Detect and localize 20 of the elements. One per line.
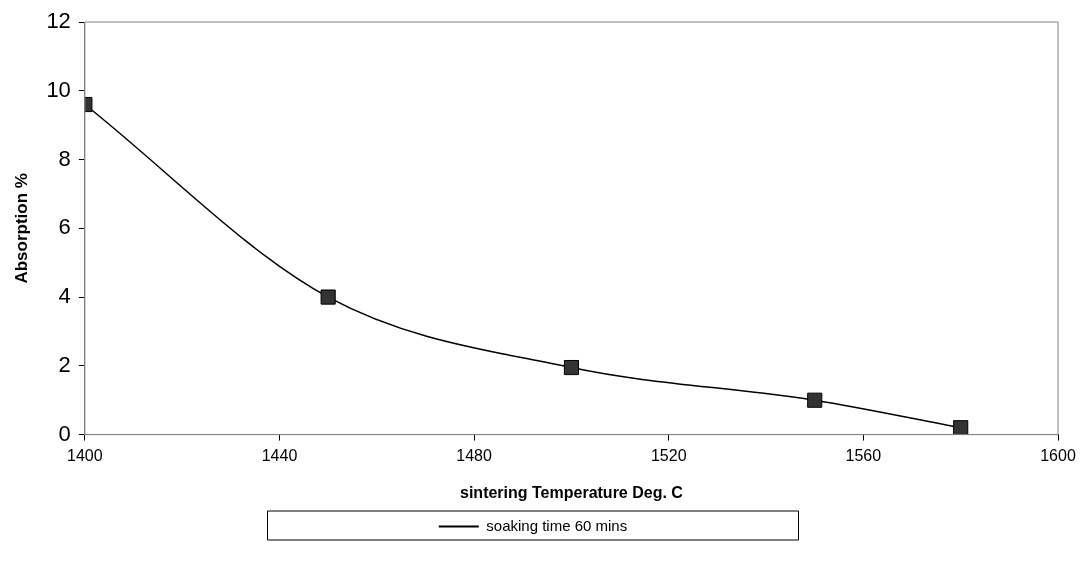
x-tick-label: 1600 — [1040, 446, 1076, 464]
x-tick-label: 1400 — [67, 446, 103, 464]
x-tick-label: 1560 — [845, 446, 882, 464]
y-tick-label: 4 — [58, 283, 71, 309]
x-tick-label: 1520 — [650, 446, 687, 464]
point — [320, 289, 336, 305]
y-tick-label: 12 — [46, 8, 71, 34]
y-tick-label: 10 — [46, 76, 71, 102]
x-tick-label: 1440 — [261, 446, 298, 464]
y-tick-label: 0 — [58, 420, 71, 446]
x-axis-title: sintering Temperature Deg. C — [460, 483, 684, 501]
x-tick-label: 1480 — [456, 446, 493, 464]
point — [563, 359, 580, 376]
y-tick-label: 2 — [58, 351, 71, 377]
y-tick-label: 6 — [58, 214, 71, 240]
point — [807, 392, 823, 408]
legend-label: soaking time 60 mins — [486, 516, 628, 534]
y-axis-title: Absorption % — [11, 173, 31, 284]
point — [953, 420, 969, 435]
y-tick-label: 8 — [58, 145, 71, 171]
